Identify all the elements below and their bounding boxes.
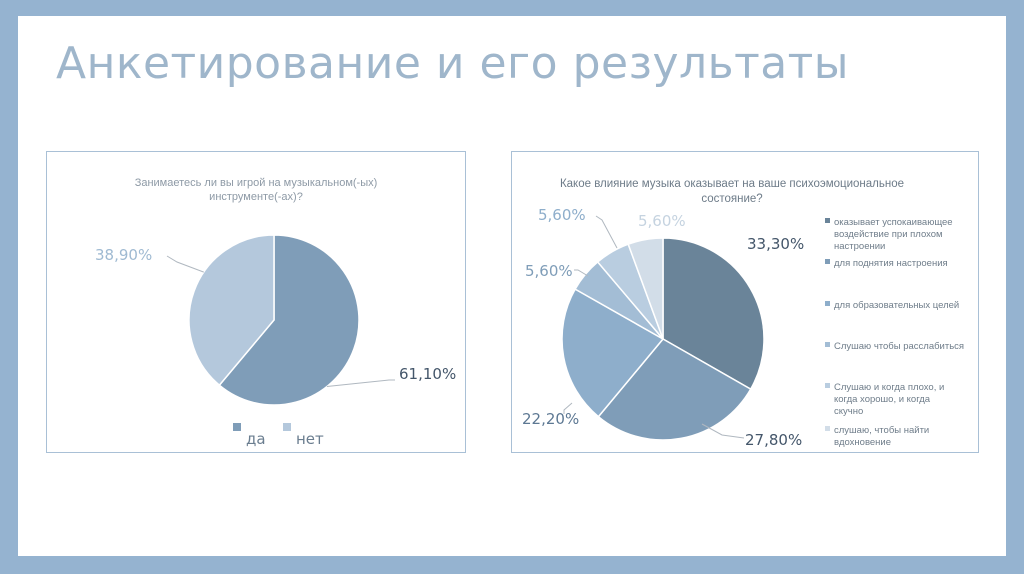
chart-title: Какое влияние музыка оказывает на ваше п…: [560, 178, 904, 190]
legend-swatch: [233, 423, 241, 431]
pie-slice: [188, 234, 275, 387]
leader-line: [166, 255, 204, 273]
data-label: 5,60%: [638, 212, 686, 230]
legend-swatch: [825, 218, 830, 223]
leader-line: [701, 423, 745, 439]
legend-label: вдохновение: [834, 437, 891, 448]
pie-slice: [597, 338, 752, 441]
chart-music-influence: Какое влияние музыка оказывает на ваше п…: [511, 151, 979, 453]
legend-label: нет: [296, 430, 324, 448]
legend-swatch: [283, 423, 291, 431]
slide: Анкетирование и его результаты Занимаете…: [18, 16, 1006, 556]
leader-line: [563, 402, 573, 414]
legend-swatch: [825, 301, 830, 306]
pie-slice: [662, 237, 765, 391]
legend-label: слушаю, чтобы найти: [834, 425, 929, 436]
chart-title: состояние?: [701, 193, 762, 205]
pie-slice: [627, 237, 664, 340]
chart-title: Занимаетесь ли вы игрой на музыкальном(-…: [135, 177, 378, 189]
chart-2-svg: Какое влияние музыка оказывает на ваше п…: [522, 178, 964, 449]
data-label: 61,10%: [399, 365, 456, 383]
legend-label: оказывает успокаивающее: [834, 217, 953, 228]
legend-label: когда хорошо, и когда: [834, 394, 931, 405]
legend-swatch: [825, 342, 830, 347]
legend-label: Слушаю чтобы расслабиться: [834, 341, 964, 352]
leader-line: [595, 215, 618, 249]
chart-1-svg: Занимаетесь ли вы игрой на музыкальном(-…: [95, 177, 456, 448]
chart-title: инструменте(-ах)?: [209, 191, 303, 203]
data-label: 38,90%: [95, 246, 152, 264]
leader-line: [574, 269, 589, 277]
slide-title: Анкетирование и его результаты: [56, 38, 850, 89]
legend-label: да: [246, 430, 266, 448]
data-label: 33,30%: [747, 235, 804, 253]
pie-slice: [218, 234, 360, 406]
data-label: 27,80%: [745, 431, 802, 449]
legend-swatch: [825, 259, 830, 264]
legend-label: воздействие при плохом: [834, 229, 943, 240]
data-label: 22,20%: [522, 410, 579, 428]
legend-label: Слушаю и когда плохо, и: [834, 382, 944, 393]
legend-label: настроении: [834, 241, 885, 252]
chart-music-instrument: Занимаетесь ли вы игрой на музыкальном(-…: [46, 151, 466, 453]
legend-label: для поднятия настроения: [834, 258, 948, 269]
legend-label: скучно: [834, 406, 863, 417]
data-label: 5,60%: [538, 206, 586, 224]
leader-line: [326, 379, 395, 387]
pie-slice: [561, 288, 665, 418]
legend-label: для образовательных целей: [834, 300, 959, 311]
data-label: 5,60%: [525, 262, 573, 280]
legend-swatch: [825, 383, 830, 388]
legend-swatch: [825, 426, 830, 431]
